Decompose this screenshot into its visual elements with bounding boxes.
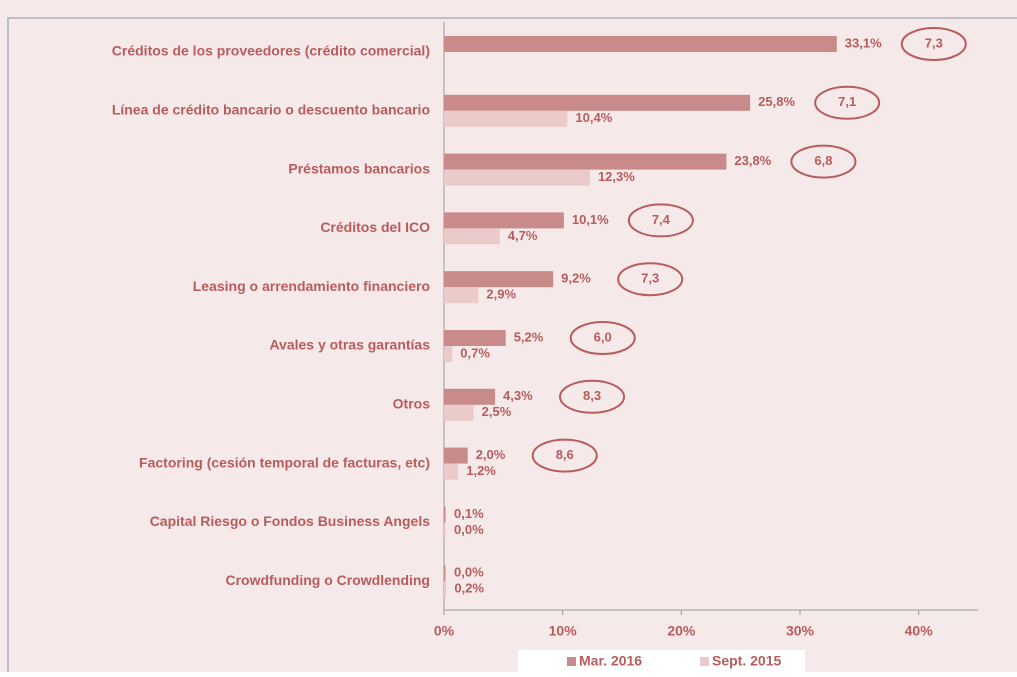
bar [444,346,453,362]
annotation-ellipse [814,85,881,120]
value-label: 4,3% [503,388,533,403]
value-label: 0,1% [454,506,484,521]
annotation-label: 6,0 [594,329,612,344]
annotation-label: 6,8 [814,153,832,168]
annotation-label: 7,3 [641,271,659,286]
value-label: 9,2% [561,271,591,286]
bar [444,153,727,170]
bar [444,228,500,245]
annotation-label: 7,1 [838,94,856,109]
x-tick-label: 20% [667,623,696,639]
annotation-ellipse [569,321,636,355]
bar [444,506,446,523]
bar [444,94,751,111]
bar [444,404,474,421]
bar [444,388,496,405]
value-label: 2,0% [476,447,506,462]
x-tick-label: 0% [434,623,455,639]
bar [444,565,446,582]
category-label: Línea de crédito bancario o descuento ba… [112,102,430,118]
bar [444,271,554,288]
value-label: 23,8% [734,153,771,168]
x-tick-label: 30% [786,623,815,639]
category-label: Préstamos bancarios [288,160,430,176]
value-label: 25,8% [758,94,795,109]
category-label: Factoring (cesión temporal de facturas, … [139,454,430,470]
value-label: 2,5% [482,404,512,419]
value-label: 4,7% [508,228,538,243]
annotation-label: 7,3 [925,35,943,50]
annotation-ellipse [790,144,857,179]
bar [444,287,479,304]
category-label: Avales y otras garantías [269,337,430,353]
annotation-ellipse [559,379,626,414]
annotation-ellipse [627,203,694,238]
legend-swatch [567,657,576,666]
category-label: Capital Riesgo o Fondos Business Angels [150,513,431,529]
bar [444,581,447,598]
value-label: 0,0% [454,522,484,537]
annotation-ellipse [531,438,598,473]
value-label: 5,2% [514,329,544,344]
value-label: 12,3% [598,169,635,184]
category-label: Créditos de los proveedores (crédito com… [112,43,430,59]
value-label: 33,1% [845,35,882,50]
value-label: 10,1% [572,212,609,227]
bar [444,447,468,464]
value-label: 1,2% [466,463,496,478]
value-label: 2,9% [486,287,516,302]
annotation-ellipse [617,262,684,297]
value-label: 0,0% [454,565,484,580]
value-label: 0,2% [454,581,484,596]
bar [444,330,506,346]
annotation-ellipse [900,27,967,61]
bar [444,212,564,229]
x-tick-label: 40% [905,623,934,639]
x-tick-label: 10% [549,623,578,639]
legend-label: Sept. 2015 [712,653,781,669]
bar [444,110,568,127]
legend-box [518,650,805,674]
value-label: 0,7% [460,345,490,360]
category-label: Crowdfunding o Crowdlending [225,572,430,588]
bar [444,36,837,52]
bar [444,463,459,480]
annotation-label: 8,3 [583,388,601,403]
category-label: Leasing o arrendamiento financiero [193,278,430,294]
value-label: 10,4% [575,110,612,125]
annotation-label: 8,6 [556,447,574,462]
legend-label: Mar. 2016 [579,653,642,669]
annotation-label: 7,4 [652,212,671,227]
bar [444,169,590,186]
legend-swatch [700,657,709,666]
bar [444,522,446,539]
category-label: Créditos del ICO [320,219,430,235]
category-label: Otros [393,396,431,412]
frame [7,17,1017,672]
